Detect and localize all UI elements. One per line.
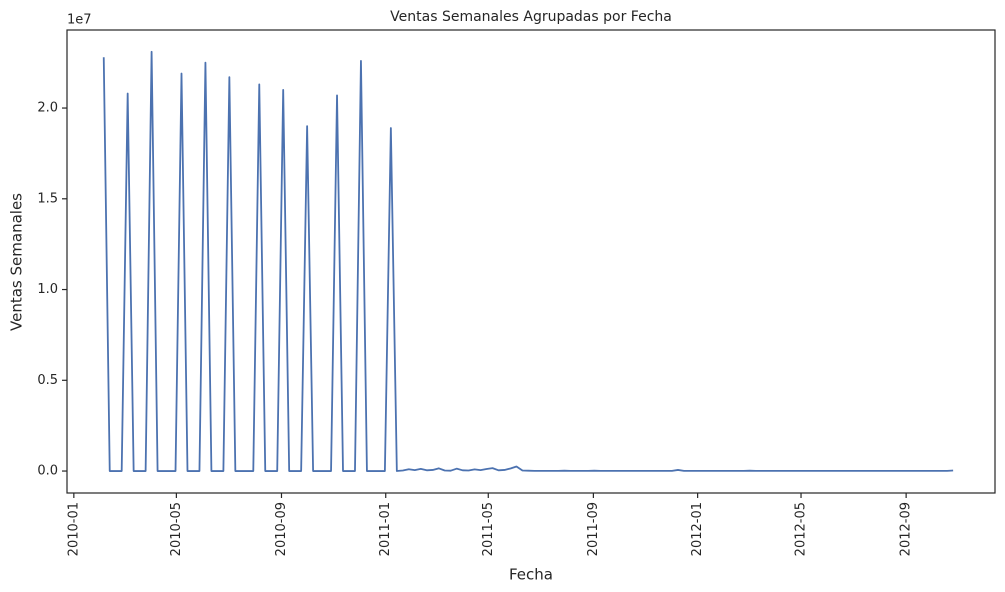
y-tick-label: 2.0 (37, 101, 58, 116)
x-tick-label: 2010-05 (169, 502, 184, 556)
x-tick-label: 2012-09 (899, 502, 914, 556)
x-tick-label: 2011-01 (378, 502, 393, 556)
data-line (102, 50, 954, 472)
x-tick-label: 2012-01 (690, 502, 705, 556)
x-tick-label: 2010-01 (66, 502, 81, 556)
x-tick-label: 2011-05 (481, 502, 496, 556)
y-tick-label: 1.5 (37, 191, 58, 206)
y-tick-label: 0.5 (37, 373, 58, 388)
y-tick-label: 0.0 (37, 464, 58, 479)
y-offset-label: 1e7 (67, 13, 92, 28)
y-tick-label: 1.0 (37, 282, 58, 297)
y-axis-label: Ventas Semanales (8, 193, 26, 331)
x-axis-label: Fecha (509, 566, 553, 584)
x-tick-label: 2012-05 (794, 502, 809, 556)
chart-title: Ventas Semanales Agrupadas por Fecha (390, 9, 672, 25)
x-tick-label: 2010-09 (274, 502, 289, 556)
x-tick-label: 2011-09 (586, 502, 601, 556)
plot-frame (66, 29, 996, 494)
